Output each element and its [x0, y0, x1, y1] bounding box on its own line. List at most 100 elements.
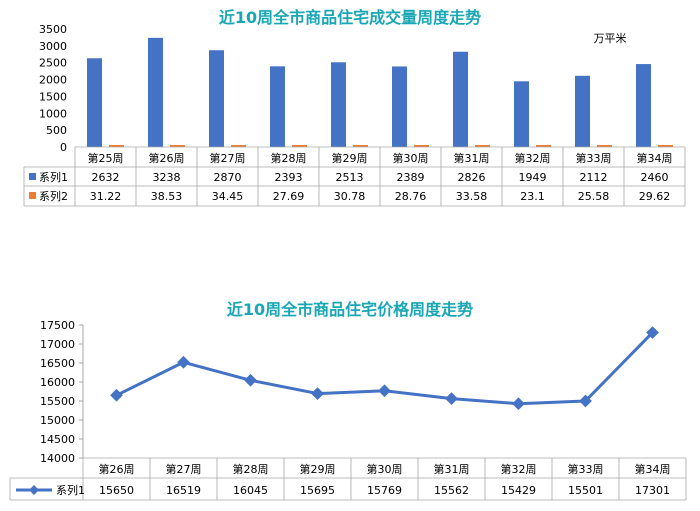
- chart1-data-label: 25.58: [578, 190, 610, 203]
- chart2-x-tick-label: 第29周: [300, 462, 336, 476]
- chart2-legend-label: 系列1: [56, 483, 85, 497]
- chart2-x-tick-label: 第34周: [635, 462, 671, 476]
- chart1-x-tick-label: 第25周: [88, 151, 124, 165]
- chart1-x-tick-label: 第27周: [210, 151, 246, 165]
- chart1-legend-key: [29, 192, 36, 199]
- chart1-bar-series2: [414, 145, 429, 147]
- chart2-title: 近10周全市商品住宅价格周度走势: [227, 300, 473, 319]
- chart2-x-tick-label: 第26周: [99, 462, 135, 476]
- chart2-y-tick-label: 17500: [40, 319, 75, 332]
- chart1-unit-label: 万平米: [594, 32, 627, 45]
- chart1-bar-series1: [148, 37, 163, 147]
- chart1-x-tick-label: 第34周: [637, 151, 673, 165]
- chart2-y-tick-label: 14000: [40, 452, 75, 465]
- chart2-point-marker: [244, 373, 257, 387]
- chart1-legend-label: 系列2: [39, 189, 68, 203]
- chart1-title: 近10周全市商品住宅成交量周度走势: [219, 8, 481, 27]
- chart2-x-tick-label: 第32周: [501, 462, 537, 476]
- chart2-data-label: 16045: [233, 484, 268, 497]
- chart1-data-label: 38.53: [151, 190, 183, 203]
- chart1-y-tick-label: 2500: [39, 57, 67, 70]
- chart2-point-marker: [512, 397, 525, 411]
- chart1-bar-series1: [636, 64, 651, 147]
- chart1-x-tick-label: 第30周: [393, 151, 429, 165]
- chart2-data-label: 16519: [166, 484, 201, 497]
- chart1-y-tick-label: 0: [60, 141, 67, 154]
- chart2-y-tick-label: 14500: [40, 433, 75, 446]
- chart1-data-label: 27.69: [273, 190, 305, 203]
- chart2-y-tick-label: 17000: [40, 338, 75, 351]
- chart1-x-tick-label: 第29周: [332, 151, 368, 165]
- chart1-legend-label: 系列1: [39, 170, 68, 184]
- chart1-y-tick-label: 1500: [39, 90, 67, 103]
- chart1-bar-series2: [109, 145, 124, 147]
- chart1-y-tick-label: 1000: [39, 107, 67, 120]
- chart2-x-tick-label: 第30周: [367, 462, 403, 476]
- chart1-data-label: 3238: [153, 171, 181, 184]
- chart1-y-tick-label: 2000: [39, 74, 67, 87]
- chart2-y-tick-label: 15500: [40, 395, 75, 408]
- chart1-x-tick-label: 第33周: [576, 151, 612, 165]
- chart2-point-marker: [177, 355, 190, 369]
- chart2-point-marker: [311, 387, 324, 400]
- chart1-data-label: 28.76: [395, 190, 427, 203]
- chart1-data-label: 2632: [92, 171, 120, 184]
- chart1-data-label: 2393: [275, 171, 303, 184]
- chart1-bar-series2: [597, 145, 612, 147]
- chart1-data-label: 2826: [458, 171, 486, 184]
- chart1-bar-series2: [170, 145, 185, 147]
- chart2-point-marker: [378, 384, 391, 398]
- chart1-bar-series2: [658, 145, 673, 147]
- chart2-data-label: 15429: [501, 484, 536, 497]
- chart2-point-marker: [110, 388, 123, 402]
- chart1-x-tick-label: 第28周: [271, 151, 307, 165]
- chart1-data-label: 31.22: [90, 190, 122, 203]
- chart2-point-marker: [445, 392, 458, 406]
- chart1-x-tick-label: 第31周: [454, 151, 490, 165]
- chart1-bar-series1: [575, 75, 590, 147]
- chart1-data-label: 2870: [214, 171, 242, 184]
- chart1-data-label: 34.45: [212, 190, 244, 203]
- chart2-data-label: 15562: [434, 484, 469, 497]
- chart1-bar-series1: [331, 62, 346, 147]
- chart1-data-label: 33.58: [456, 190, 488, 203]
- chart2-data-label: 15501: [568, 484, 603, 497]
- chart2-y-tick-label: 15000: [40, 414, 75, 427]
- chart1-data-label: 2513: [336, 171, 364, 184]
- chart1-bar-series1: [392, 66, 407, 147]
- chart2-data-label: 15769: [367, 484, 402, 497]
- chart1-data-label: 2112: [580, 171, 608, 184]
- chart1-data-label: 30.78: [334, 190, 366, 203]
- chart1-bar-series2: [475, 145, 490, 147]
- chart1-y-tick-label: 500: [46, 124, 67, 137]
- chart2-data-label: 15695: [300, 484, 335, 497]
- chart2-x-tick-label: 第31周: [434, 462, 470, 476]
- chart1-bar-series1: [87, 58, 102, 147]
- chart1-bar-series2: [231, 145, 246, 147]
- chart1-data-label: 23.1: [520, 190, 545, 203]
- chart1-x-tick-label: 第26周: [149, 151, 185, 165]
- chart1-legend-key: [29, 173, 36, 180]
- chart1-bar-series1: [270, 66, 285, 147]
- chart2-data-label: 17301: [635, 484, 670, 497]
- chart1-data-label: 2389: [397, 171, 425, 184]
- chart1-bar-series1: [453, 51, 468, 147]
- chart1-bar-series2: [292, 145, 307, 147]
- chart1-bar-series1: [514, 81, 529, 147]
- chart1-y-tick-label: 3000: [39, 40, 67, 53]
- chart2-x-tick-label: 第33周: [568, 462, 604, 476]
- chart1-bar-series2: [353, 145, 368, 147]
- chart1-data-label: 29.62: [639, 190, 671, 203]
- chart1-bar-series2: [536, 145, 551, 147]
- chart1-x-tick-label: 第32周: [515, 151, 551, 165]
- chart2-x-tick-label: 第28周: [233, 462, 269, 476]
- chart1-data-label: 1949: [519, 171, 547, 184]
- chart2-data-label: 15650: [99, 484, 134, 497]
- chart2-y-tick-label: 16000: [40, 376, 75, 389]
- chart2-x-tick-label: 第27周: [166, 462, 202, 476]
- chart2-legend-key-marker: [29, 485, 39, 495]
- chart1-y-tick-label: 3500: [39, 23, 67, 36]
- chart1-data-label: 2460: [641, 171, 669, 184]
- chart1-bar-series1: [209, 50, 224, 147]
